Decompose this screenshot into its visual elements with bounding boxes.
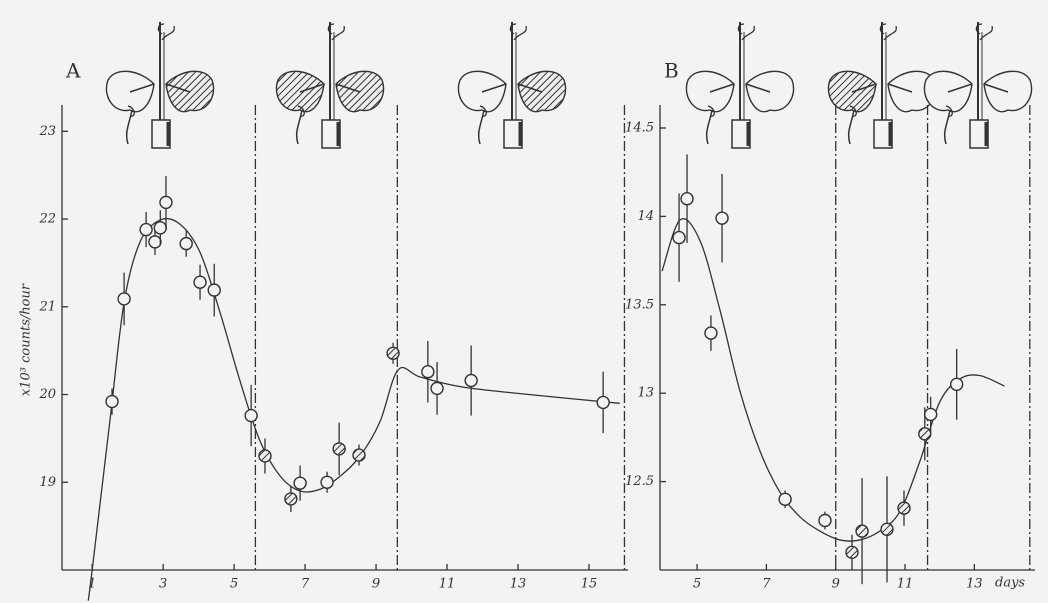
y-tick-label: 22 — [38, 212, 56, 227]
data-point — [597, 396, 609, 408]
data-point — [333, 443, 345, 455]
data-point — [422, 366, 434, 378]
data-point — [673, 232, 685, 244]
data-point — [919, 428, 931, 440]
figure: Ax10³ counts/hour 19 20 21 22 23 13 5 7 9 11 13 15 Bd… — [0, 0, 1048, 603]
x-tick-label: 9 — [372, 577, 380, 592]
plant-icon — [686, 22, 793, 148]
y-tick-label: 14.5 — [625, 120, 654, 135]
data-point — [180, 238, 192, 250]
x-tick-label: 3 — [159, 577, 167, 592]
x-tick-label: 9 — [832, 577, 840, 592]
data-point — [881, 523, 893, 535]
x-tick-label: 11 — [897, 577, 914, 592]
data-point — [259, 450, 271, 462]
plant-icon — [924, 22, 1031, 148]
y-tick-label: 13.5 — [625, 297, 654, 312]
x-tick-label: 7 — [301, 577, 310, 592]
data-point — [149, 236, 161, 248]
data-point — [140, 224, 152, 236]
data-point — [951, 378, 963, 390]
data-point — [465, 374, 477, 386]
data-point — [154, 222, 166, 234]
data-point — [294, 477, 306, 489]
data-point — [194, 276, 206, 288]
plant-icon — [828, 22, 935, 148]
panel-label: B — [664, 59, 679, 83]
plant-icon — [276, 22, 383, 148]
panel-label: A — [65, 59, 81, 83]
plant-icon — [458, 22, 565, 148]
data-point — [716, 212, 728, 224]
y-tick-label: 12.5 — [625, 474, 654, 489]
x-axis-label: days — [995, 576, 1025, 591]
x-tick-label: 7 — [762, 577, 771, 592]
data-point — [681, 193, 693, 205]
data-point — [106, 396, 118, 408]
data-point — [779, 493, 791, 505]
x-tick-label: 13 — [966, 577, 983, 592]
data-point — [353, 449, 365, 461]
data-point — [387, 347, 399, 359]
data-point — [431, 382, 443, 394]
plant-icon — [106, 22, 213, 148]
data-point — [819, 514, 831, 526]
x-tick-label: 5 — [230, 577, 238, 592]
data-point — [245, 410, 257, 422]
x-tick-label: 13 — [510, 577, 527, 592]
fitted-curve — [88, 219, 620, 601]
data-point — [208, 284, 220, 296]
data-point — [846, 546, 858, 558]
x-tick-label: 11 — [439, 577, 456, 592]
y-tick-label: 20 — [38, 387, 56, 402]
data-point — [705, 327, 717, 339]
y-axis-label: x10³ counts/hour — [19, 283, 34, 396]
y-tick-label: 21 — [38, 299, 56, 314]
y-tick-label: 14 — [637, 209, 654, 224]
x-tick-label: 5 — [693, 577, 701, 592]
data-point — [925, 408, 937, 420]
y-tick-label: 13 — [637, 386, 654, 401]
y-tick-label: 23 — [38, 124, 56, 139]
data-point — [856, 525, 868, 537]
y-tick-label: 19 — [39, 475, 56, 490]
data-point — [285, 493, 297, 505]
x-tick-label: 15 — [581, 577, 598, 592]
data-point — [118, 293, 130, 305]
data-point — [898, 502, 910, 514]
data-point — [160, 196, 172, 208]
data-point — [321, 476, 333, 488]
